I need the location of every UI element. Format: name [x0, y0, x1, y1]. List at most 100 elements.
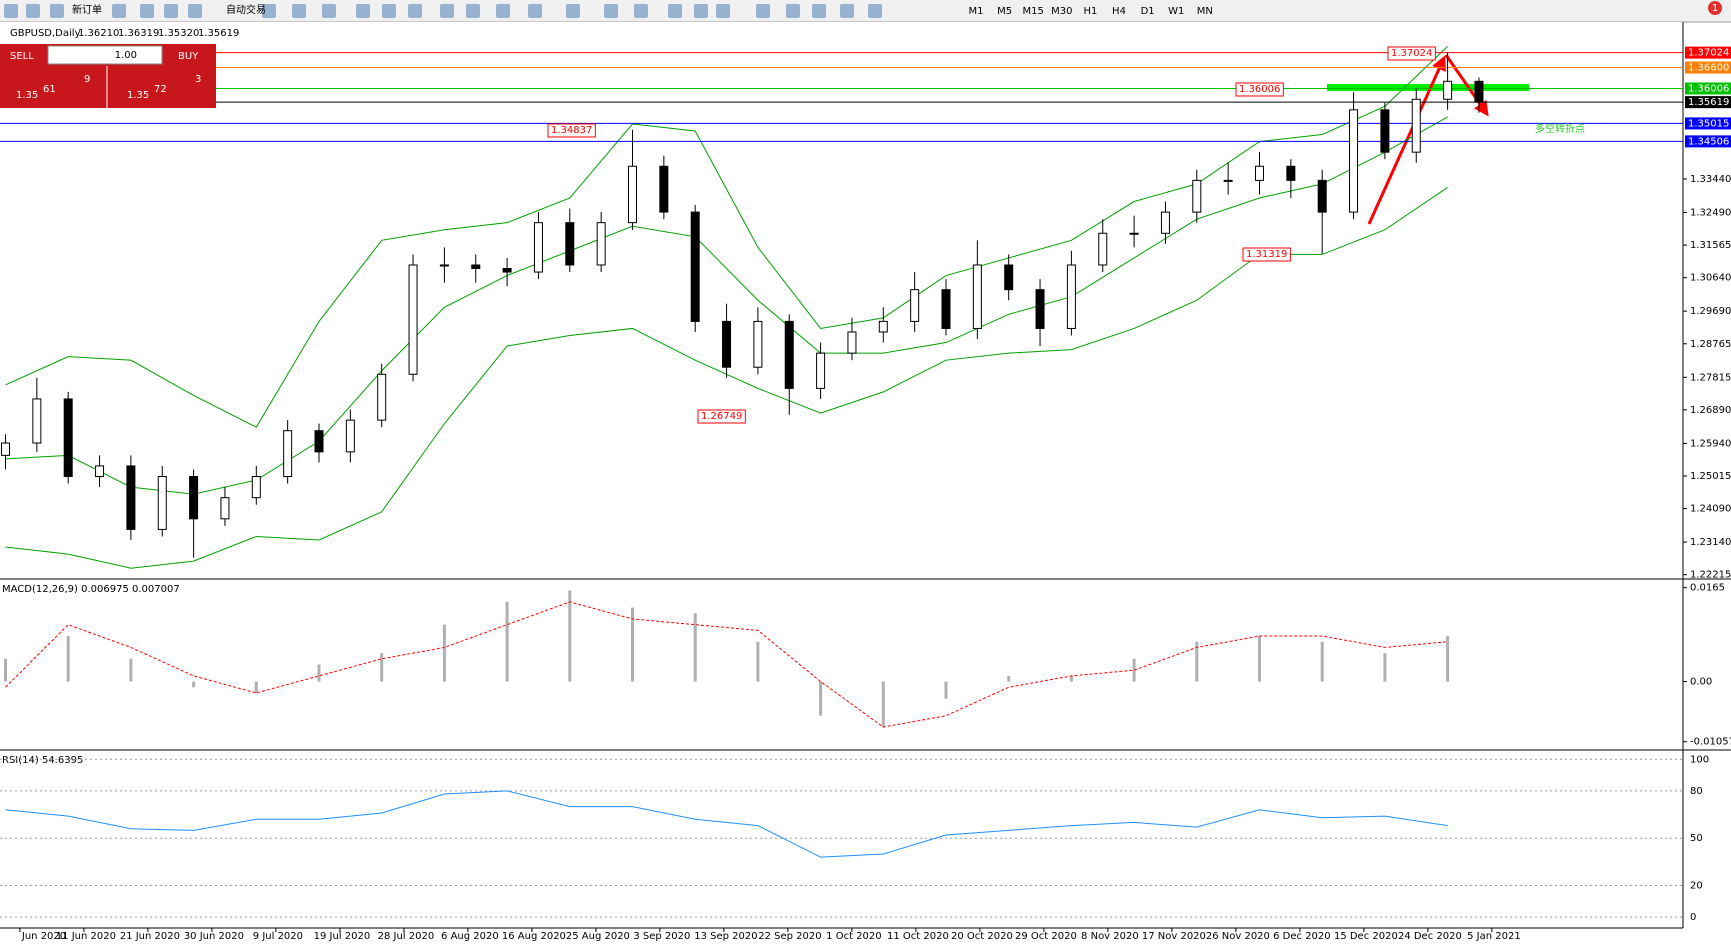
candle-body [314, 430, 324, 453]
toolbar-icon [382, 4, 396, 18]
candle-body [157, 476, 167, 530]
candle-body [439, 264, 449, 267]
price-line-tag [1685, 82, 1731, 95]
candle-body [910, 289, 920, 322]
x-tick-label: 21 Jun 2020 [120, 931, 180, 942]
y-tick-label: 1.22215 [1690, 570, 1731, 581]
y-tick-label: 1.27815 [1690, 372, 1731, 383]
toolbar-icon [408, 4, 422, 18]
macd-bar [129, 658, 133, 682]
annotation: 1.26749 [701, 411, 742, 422]
y-tick-label: 1.26890 [1690, 405, 1731, 416]
annotation-box [547, 123, 596, 138]
price-line-tag [1685, 96, 1731, 109]
macd-bar [1007, 675, 1011, 682]
candle-body [1349, 109, 1359, 213]
annotation: 多空转折点 [1535, 122, 1585, 135]
annotation: 1.31319 [1246, 249, 1287, 260]
y-tick-label: 1.29690 [1690, 306, 1731, 317]
toolbar-icon [840, 4, 854, 18]
x-tick-label: 8 Nov 2020 [1081, 931, 1139, 942]
candle-body [565, 222, 575, 266]
macd-bar [254, 681, 258, 693]
bollinger-upper [5, 46, 1448, 428]
timeframe-button[interactable]: M15 [1023, 6, 1044, 17]
sell-price-pips[interactable]: 61 [43, 84, 56, 95]
candle-body [1380, 109, 1390, 153]
candle-body [533, 222, 543, 273]
toolbar-icon [604, 4, 618, 18]
x-tick-label: 5 Jan 2021 [1467, 931, 1521, 942]
candle-body [628, 165, 637, 224]
macd-bar [568, 590, 572, 682]
candle-body [1443, 80, 1453, 100]
candle-body [784, 320, 794, 389]
toolbar-icon [812, 4, 826, 18]
timeframe-button[interactable]: W1 [1168, 6, 1184, 17]
x-tick-label: 17 Nov 2020 [1142, 931, 1206, 942]
timeframe-button[interactable]: H4 [1112, 6, 1126, 17]
x-tick-label: 11 Oct 2020 [887, 931, 949, 942]
sell-button[interactable]: SELL [10, 51, 34, 62]
header-value: 1.35619 [198, 28, 239, 39]
annotation-box [1387, 46, 1436, 61]
candle-body [1066, 264, 1076, 329]
plot-background [0, 22, 1683, 944]
candle-body [377, 373, 387, 421]
candle-body [283, 430, 293, 478]
buy-price-frac[interactable]: 3 [195, 74, 201, 85]
x-tick-label: 24 Dec 2020 [1398, 931, 1462, 942]
toolbar-icon [634, 4, 648, 18]
toolbar-button[interactable]: 新订单 [72, 3, 102, 16]
macd-bar [1258, 636, 1261, 682]
toolbar-icon [566, 4, 580, 18]
annotation: 1.36006 [1239, 84, 1280, 95]
sell-price-frac[interactable]: 9 [84, 74, 90, 85]
macd-bar [944, 681, 948, 699]
candle-body [1317, 179, 1327, 213]
timeframe-button[interactable]: M30 [1051, 6, 1072, 17]
y-tick-label: 1.23140 [1690, 537, 1731, 548]
price-line-tag [1685, 117, 1731, 130]
candle-body [189, 476, 199, 520]
bollinger-middle [5, 116, 1448, 495]
x-tick-label: 3 Sep 2020 [633, 931, 690, 942]
buy-price-big[interactable]: 1.35 [127, 90, 149, 101]
x-tick-label: 19 Jul 2020 [314, 931, 371, 942]
lot-size[interactable]: 1.00 [115, 50, 137, 61]
macd-bar [442, 624, 446, 682]
macd-bar [756, 641, 760, 682]
macd-signal [5, 601, 1448, 728]
toolbar-icon [4, 4, 18, 18]
buy-price-pips[interactable]: 72 [154, 84, 167, 95]
toolbar-icon [26, 4, 40, 18]
toolbar-icon [292, 4, 306, 18]
toolbar-button[interactable]: 自动交易 [226, 3, 266, 16]
buy-button[interactable]: BUY [178, 51, 199, 62]
candle-body [1255, 165, 1264, 181]
y-tick-label: 50 [1690, 833, 1703, 844]
notification-badge [1708, 1, 1722, 15]
timeframe-button[interactable]: M1 [969, 6, 984, 17]
candle-body [753, 320, 763, 368]
timeframe-button[interactable]: M5 [997, 6, 1012, 17]
annotation-box [697, 409, 746, 424]
sell-price-big[interactable]: 1.35 [16, 90, 38, 101]
macd-bar [4, 658, 7, 682]
annotation-box [1242, 247, 1291, 262]
timeframe-button[interactable]: D1 [1141, 6, 1155, 17]
candle-body [1129, 232, 1139, 235]
y-tick-label: 80 [1690, 786, 1703, 797]
toolbar-icon [322, 4, 336, 18]
timeframe-button[interactable]: H1 [1083, 6, 1097, 17]
y-tick-label: 0.00 [1690, 677, 1712, 688]
candle-body [1474, 80, 1484, 103]
price-line-label: 1.35015 [1688, 118, 1729, 129]
candle-body [1223, 179, 1233, 182]
toolbar [0, 0, 1731, 22]
price-line-label: 1.36006 [1688, 83, 1729, 94]
toolbar-icon [188, 4, 202, 18]
candle-body [471, 264, 481, 270]
timeframe-button[interactable]: MN [1197, 6, 1213, 17]
trend-arrow-down [1444, 54, 1489, 117]
